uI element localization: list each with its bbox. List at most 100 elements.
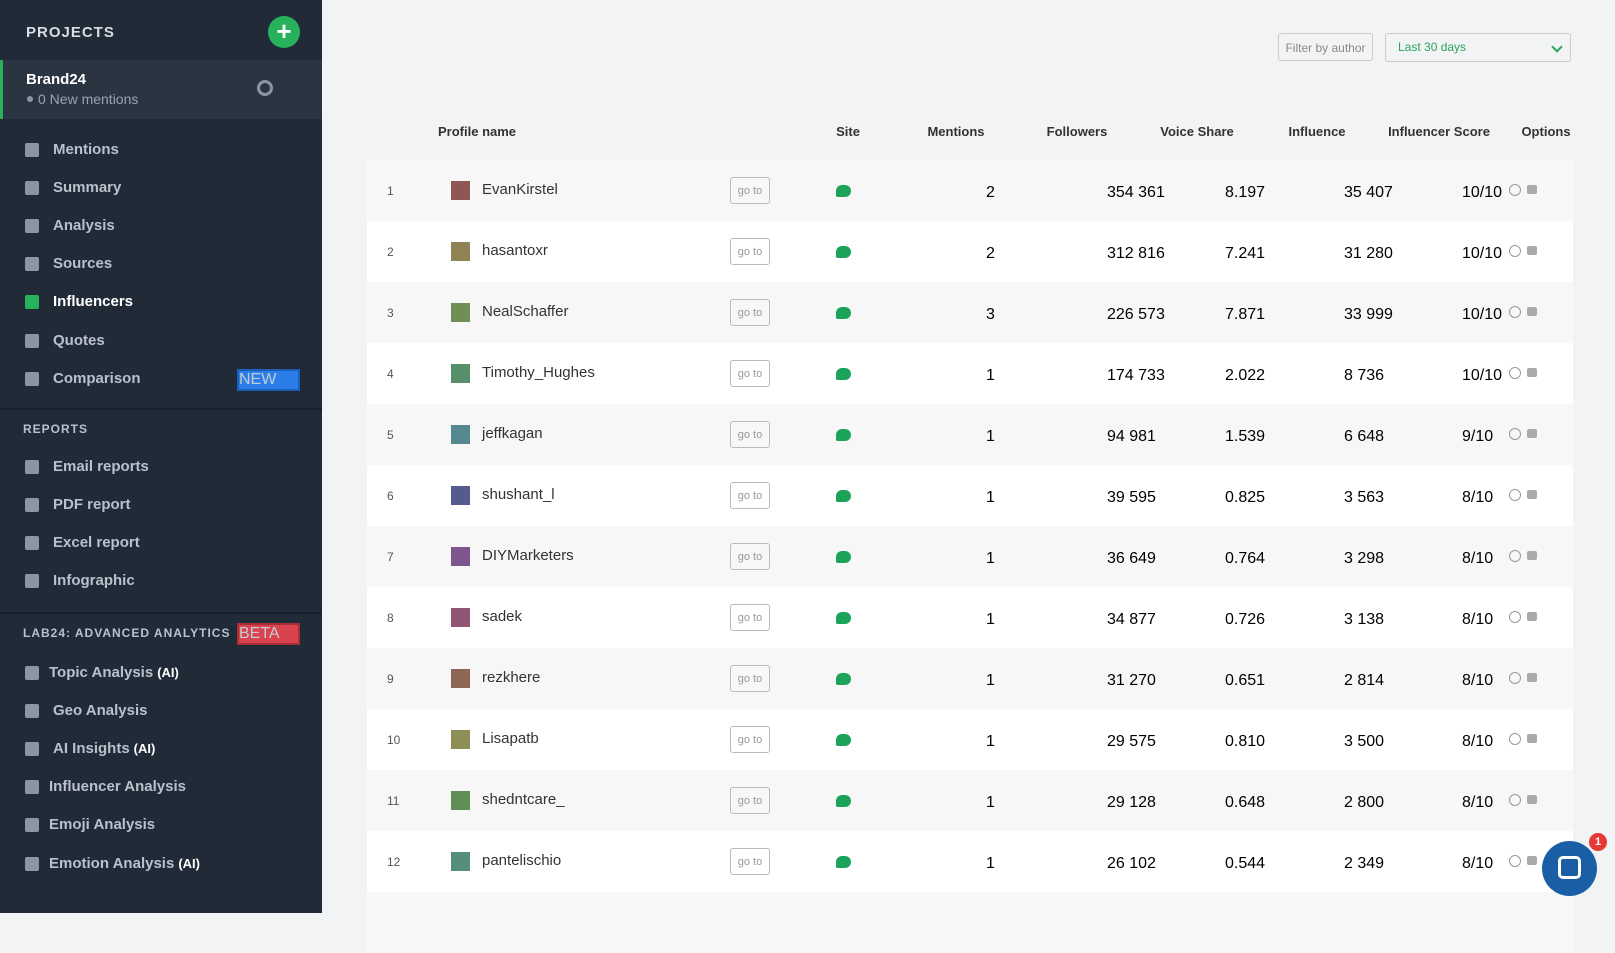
cell: 0.648: [1225, 794, 1266, 811]
lock-icon[interactable]: [1527, 490, 1537, 499]
lock-icon[interactable]: [1527, 734, 1537, 743]
nav-item[interactable]: Summary: [0, 175, 322, 201]
info-icon[interactable]: [1509, 367, 1521, 379]
cell: 8/10: [1462, 550, 1494, 567]
nav-item[interactable]: Excel report: [0, 530, 322, 556]
table-row[interactable]: 8 sadek go to 1 34 877 0.726 3 138 8/10: [367, 587, 1573, 648]
cell: 2 349: [1344, 855, 1385, 872]
nav-item[interactable]: Influencers: [0, 289, 322, 315]
icon: [25, 143, 39, 157]
column-header: Voice Share: [1160, 124, 1234, 139]
lock-icon[interactable]: [1527, 551, 1537, 560]
go-to-button[interactable]: go to: [730, 787, 770, 814]
table-row[interactable]: 10 Lisapatb go to 1 29 575 0.810 3 500 8/10: [367, 709, 1573, 770]
nav-label: Sources: [53, 255, 113, 273]
info-icon[interactable]: [1509, 672, 1521, 684]
nav-item[interactable]: Quotes: [0, 328, 322, 354]
nav-item[interactable]: Emotion Analysis (AI): [0, 851, 322, 877]
lock-icon[interactable]: [1527, 307, 1537, 316]
period-select[interactable]: Last 30 days: [1385, 33, 1571, 62]
cell: 29 575: [1107, 733, 1156, 750]
info-icon[interactable]: [1509, 428, 1521, 440]
table-row[interactable]: 9 rezkhere go to 1 31 270 0.651 2 814 8/10: [367, 648, 1573, 709]
table-row[interactable]: 4 Timothy_Hughes go to 1 174 733 2.022 8 736 10…: [367, 343, 1573, 404]
lock-icon[interactable]: [1527, 246, 1537, 255]
go-to-button[interactable]: go to: [730, 177, 770, 204]
cell: 10/10: [1462, 184, 1503, 201]
cell: 7.871: [1225, 306, 1266, 323]
icon: [25, 181, 39, 196]
nav-item[interactable]: Sources: [0, 251, 322, 277]
nav-item[interactable]: AI Insights (AI): [0, 736, 322, 762]
lock-icon[interactable]: [1527, 673, 1537, 682]
twitter-icon: [836, 612, 851, 624]
rank: 7: [387, 550, 394, 564]
twitter-icon: [836, 490, 851, 502]
cell: 33 999: [1344, 306, 1393, 323]
table-row[interactable]: 7 DIYMarketers go to 1 36 649 0.764 3 298 8/10: [367, 526, 1573, 587]
go-to-button[interactable]: go to: [730, 360, 770, 387]
nav-item[interactable]: Mentions: [0, 137, 322, 163]
cell: 8/10: [1462, 672, 1494, 689]
table-row[interactable]: 1 EvanKirstel go to 2 354 361 8.197 35 407 10/1…: [367, 160, 1573, 221]
lock-icon[interactable]: [1527, 185, 1537, 194]
info-icon[interactable]: [1509, 855, 1521, 867]
nav-item[interactable]: Infographic: [0, 568, 322, 594]
cell: 354 361: [1107, 184, 1165, 201]
nav-item[interactable]: Email reports: [0, 454, 322, 480]
twitter-icon: [836, 429, 851, 441]
nav-item[interactable]: Comparison NEW: [0, 366, 322, 392]
go-to-button[interactable]: go to: [730, 421, 770, 448]
profile-name: Timothy_Hughes: [482, 364, 595, 381]
cell: 0.825: [1225, 489, 1266, 506]
go-to-button[interactable]: go to: [730, 238, 770, 265]
info-icon[interactable]: [1509, 550, 1521, 562]
nav-label: Comparison: [53, 369, 141, 387]
cell: 10/10: [1462, 306, 1503, 323]
cell: 7.241: [1225, 245, 1266, 262]
info-icon[interactable]: [1509, 794, 1521, 806]
lock-icon[interactable]: [1527, 368, 1537, 377]
filter-author-input[interactable]: Filter by author: [1278, 33, 1373, 61]
cell: 3 500: [1344, 733, 1385, 750]
go-to-button[interactable]: go to: [730, 848, 770, 875]
cell: 8/10: [1462, 855, 1494, 872]
lock-icon[interactable]: [1527, 429, 1537, 438]
table-row[interactable]: 5 jeffkagan go to 1 94 981 1.539 6 648 9/10: [367, 404, 1573, 465]
go-to-button[interactable]: go to: [730, 726, 770, 753]
info-icon[interactable]: [1509, 184, 1521, 196]
lock-icon[interactable]: [1527, 856, 1537, 865]
cell: 3 298: [1344, 550, 1385, 567]
info-icon[interactable]: [1509, 733, 1521, 745]
icon: [25, 666, 39, 680]
cell: 9/10: [1462, 428, 1494, 445]
nav-item[interactable]: Analysis: [0, 213, 322, 239]
table-row[interactable]: 6 shushant_l go to 1 39 595 0.825 3 563 8/10: [367, 465, 1573, 526]
info-icon[interactable]: [1509, 489, 1521, 501]
settings-icon[interactable]: [257, 80, 273, 96]
nav-item[interactable]: PDF report: [0, 492, 322, 518]
go-to-button[interactable]: go to: [730, 665, 770, 692]
chat-button[interactable]: [1542, 841, 1597, 896]
info-icon[interactable]: [1509, 306, 1521, 318]
go-to-button[interactable]: go to: [730, 482, 770, 509]
column-header: Followers: [1046, 124, 1108, 139]
nav-item[interactable]: Influencer Analysis: [0, 774, 322, 800]
nav-item[interactable]: Emoji Analysis: [0, 812, 322, 838]
go-to-button[interactable]: go to: [730, 299, 770, 326]
table-row[interactable]: 2 hasantoxr go to 2 312 816 7.241 31 280 10/10: [367, 221, 1573, 282]
go-to-button[interactable]: go to: [730, 604, 770, 631]
go-to-button[interactable]: go to: [730, 543, 770, 570]
info-icon[interactable]: [1509, 245, 1521, 257]
nav-item[interactable]: Topic Analysis (AI): [0, 660, 322, 686]
lock-icon[interactable]: [1527, 795, 1537, 804]
info-icon[interactable]: [1509, 611, 1521, 623]
cell: 1: [986, 611, 995, 628]
table-row[interactable]: 12 pantelischio go to 1 26 102 0.544 2 349 8/10: [367, 831, 1573, 892]
nav-item[interactable]: Geo Analysis: [0, 698, 322, 724]
table-row[interactable]: 11 shedntcare_ go to 1 29 128 0.648 2 800 8/10: [367, 770, 1573, 831]
lock-icon[interactable]: [1527, 612, 1537, 621]
add-project-button[interactable]: +: [268, 16, 300, 48]
nav-label: PDF report: [53, 496, 131, 514]
table-row[interactable]: 3 NealSchaffer go to 3 226 573 7.871 33 999 10/…: [367, 282, 1573, 343]
